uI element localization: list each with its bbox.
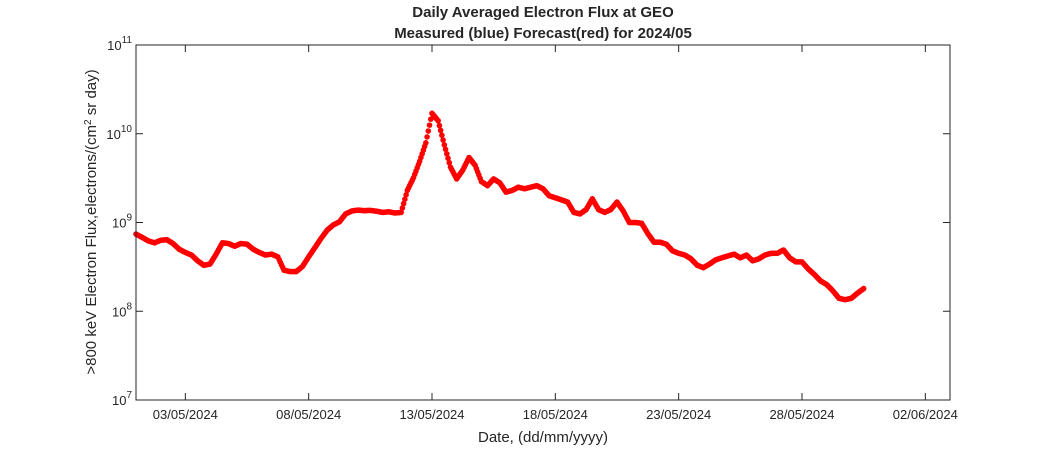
data-point — [439, 132, 445, 139]
data-point — [441, 142, 448, 148]
x-tick-label: 23/05/2024 — [646, 407, 711, 422]
y-axis-label-suffix: sr day) — [83, 69, 100, 119]
x-axis-label: Date, (dd/mm/yyyy) — [478, 429, 608, 446]
y-axis-label: >800 keV Electron Flux,electrons/(cm2 sr… — [83, 69, 101, 374]
data-point — [435, 117, 441, 124]
data-point — [399, 205, 406, 211]
y-tick-label: 109 — [112, 213, 132, 231]
data-point — [426, 122, 433, 128]
y-tick-label: 108 — [112, 301, 132, 319]
data-point — [437, 127, 444, 134]
y-axis-label-prefix: >800 keV Electron Flux,electrons/(cm — [83, 125, 100, 375]
data-point — [402, 196, 408, 202]
data-point — [423, 140, 429, 146]
plot-frame — [135, 44, 951, 401]
y-axis-ticks: 107 108 109 1010 1011 — [106, 35, 950, 408]
x-tick-label: 03/05/2024 — [153, 407, 218, 422]
data-point — [424, 134, 430, 140]
x-tick-label: 02/06/2024 — [893, 407, 958, 422]
data-series-points — [133, 110, 867, 303]
data-point — [436, 122, 443, 129]
data-point — [425, 128, 432, 134]
data-point — [444, 150, 450, 157]
data-point — [398, 209, 404, 216]
y-tick-label: 1011 — [107, 35, 132, 53]
x-tick-label: 08/05/2024 — [276, 407, 341, 422]
data-point — [440, 137, 446, 143]
x-tick-label: 28/05/2024 — [769, 407, 834, 422]
y-tick-label: 1010 — [106, 124, 132, 142]
chart-subtitle: Measured (blue) Forecast(red) for 2024/0… — [394, 25, 692, 42]
chart-title: Daily Averaged Electron Flux at GEO — [412, 4, 674, 21]
x-tick-label: 13/05/2024 — [399, 407, 464, 422]
y-tick-label: 107 — [112, 390, 132, 408]
data-point — [446, 159, 453, 166]
data-point — [442, 146, 449, 153]
x-axis-ticks: 03/05/2024 08/05/2024 13/05/2024 18/05/2024… — [153, 45, 958, 422]
y-axis-label-superscript: 2 — [83, 119, 94, 125]
data-point — [445, 155, 451, 162]
data-point — [860, 285, 867, 292]
data-point — [400, 200, 407, 207]
x-tick-label: 18/05/2024 — [523, 407, 588, 422]
data-point — [403, 191, 409, 198]
plot-area-background — [136, 45, 950, 400]
